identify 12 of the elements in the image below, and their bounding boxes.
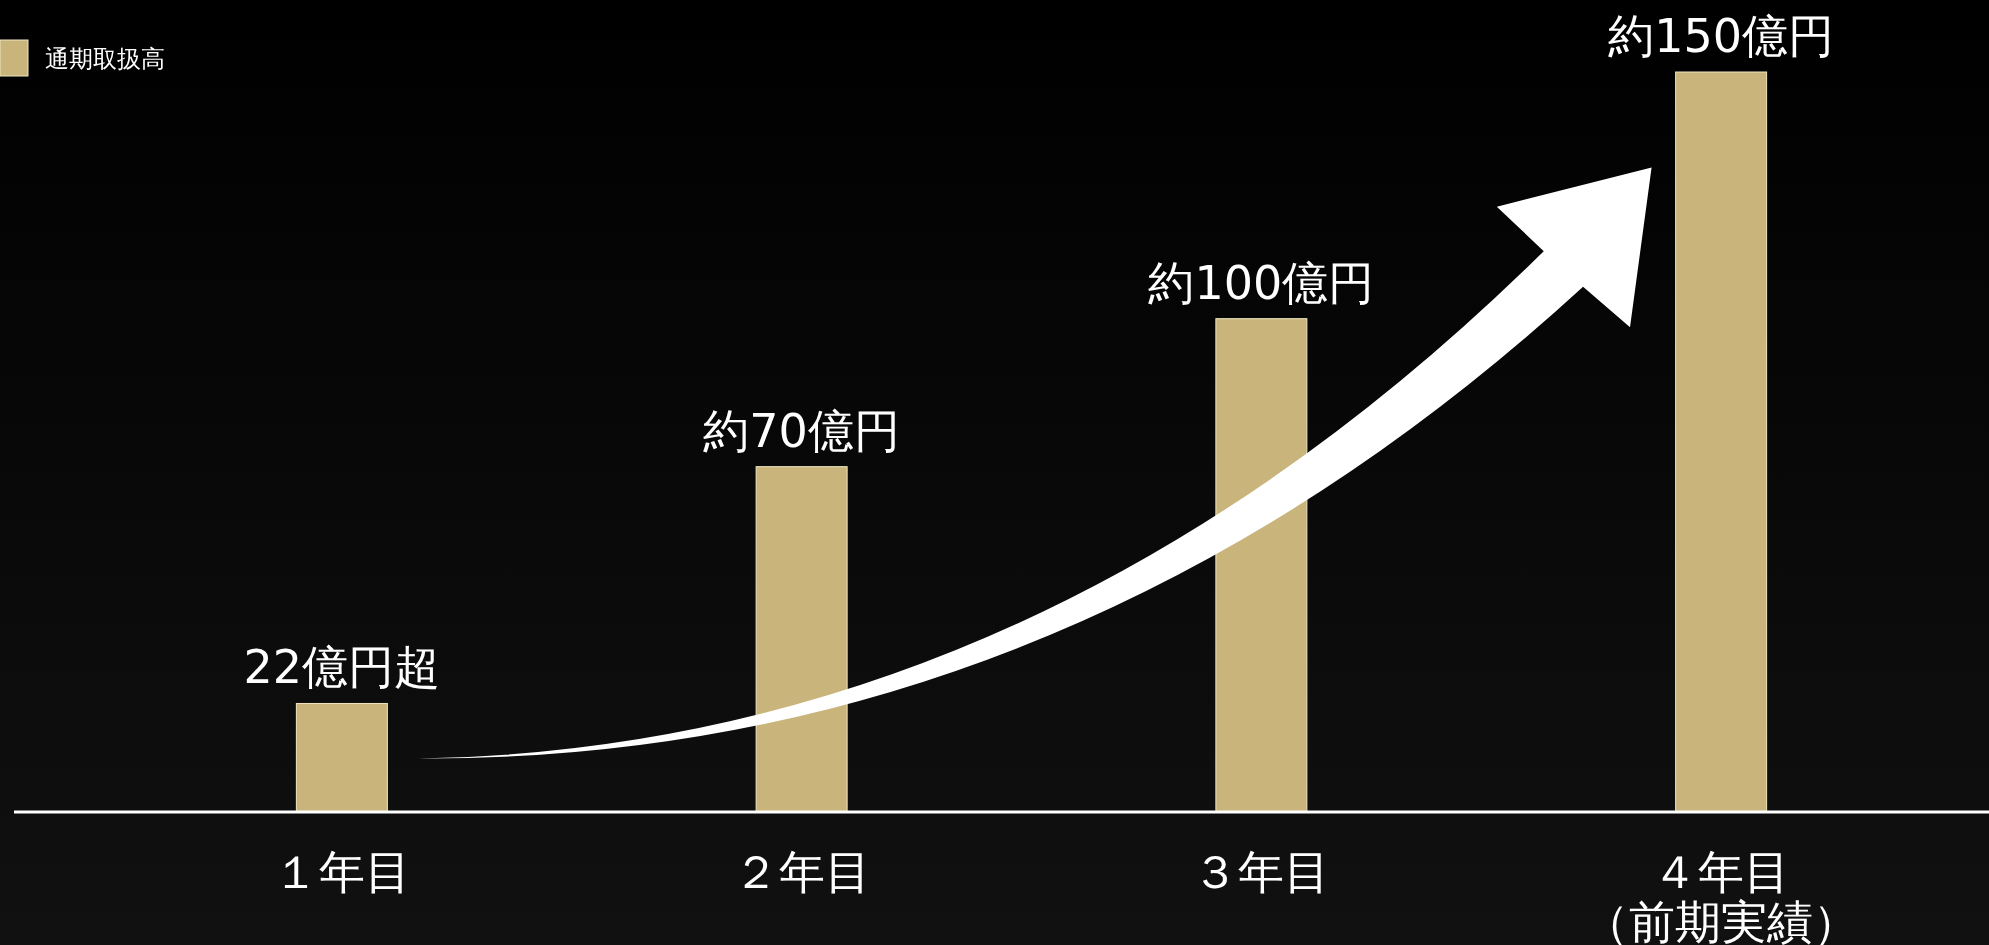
bar	[1675, 71, 1768, 813]
x-tick-label: １年目	[272, 845, 411, 899]
legend-label: 通期取扱高	[45, 45, 165, 73]
bar	[295, 702, 388, 813]
data-label: 22億円超	[243, 640, 441, 695]
data-label: 約150億円	[1608, 9, 1835, 63]
bar	[755, 466, 848, 813]
data-label: 約100億円	[1148, 255, 1375, 310]
x-tick-label: ２年目	[732, 845, 871, 899]
bar	[1215, 318, 1308, 813]
x-tick-label: ３年目	[1192, 845, 1331, 899]
data-label: 約70億円	[703, 403, 900, 458]
